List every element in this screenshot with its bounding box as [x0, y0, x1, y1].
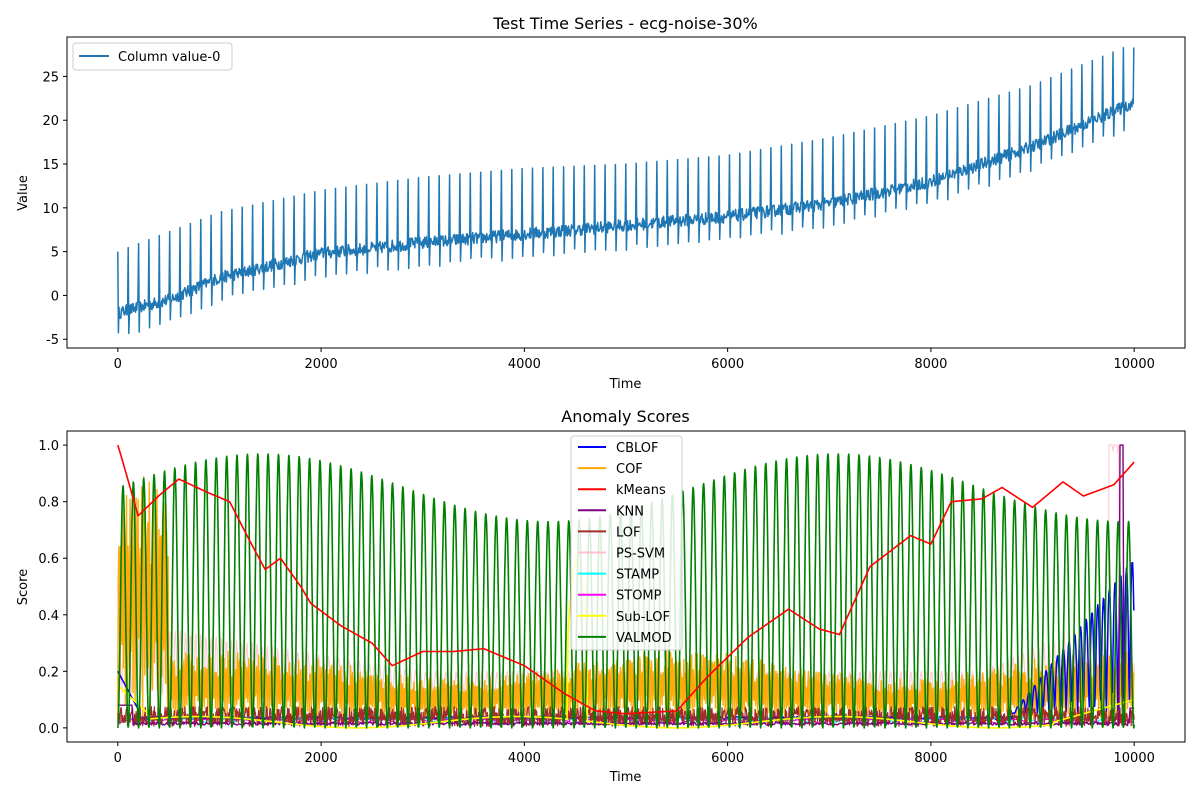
- legend-label-column-value-0: Column value-0: [118, 50, 220, 65]
- y-tick-label-bottom: 0.4: [38, 609, 59, 624]
- y-tick-label-top: 15: [42, 158, 59, 173]
- y-tick-label-bottom: 0.8: [38, 496, 59, 511]
- series-line-valmod: [117, 453, 1135, 729]
- axes-frame-bottom: [66, 430, 1186, 743]
- x-tick-label-bottom: 6000: [711, 751, 744, 766]
- y-tick-label-top: 25: [42, 70, 59, 85]
- chart-anomaly-scores: Anomaly Scores 0 2000 4000 6000 8000 10000 0.…: [16, 407, 1186, 785]
- legend-label-stamp: STAMP: [616, 568, 659, 583]
- y-ticks-bottom: 0.0 0.2 0.4 0.6 0.8 1.0: [38, 439, 67, 737]
- x-tick-label-bottom: 8000: [914, 751, 947, 766]
- legend-top: Column value-0: [72, 42, 233, 71]
- plot-area-bottom: [117, 444, 1135, 729]
- chart-time-series: Test Time Series - ecg-noise-30% 0 2000 40…: [16, 14, 1186, 392]
- series-line-column-value-0: [117, 47, 1135, 335]
- y-ticks-top: -5 0 5 10 15 20 25: [42, 70, 67, 348]
- y-tick-label-top: 10: [42, 202, 59, 217]
- legend-label-knn: KNN: [616, 504, 644, 519]
- legend-label-cblof: CBLOF: [616, 441, 659, 456]
- legend-label-lof: LOF: [616, 525, 641, 540]
- y-tick-label-bottom: 0.0: [38, 722, 59, 737]
- x-tick-label-bottom: 10000: [1114, 751, 1155, 766]
- x-tick-label-bottom: 0: [114, 751, 122, 766]
- plot-area-top: [117, 47, 1135, 335]
- legend-label-valmod: VALMOD: [616, 631, 672, 646]
- legend-label-sub-lof: Sub-LOF: [616, 610, 670, 625]
- y-tick-label-top: 20: [42, 114, 59, 129]
- x-tick-label-top: 8000: [914, 357, 947, 372]
- x-tick-label-top: 6000: [711, 357, 744, 372]
- x-ticks-top: 0 2000 4000 6000 8000 10000: [114, 348, 1155, 372]
- legend-label-stomp: STOMP: [616, 589, 662, 604]
- y-tick-label-bottom: 0.6: [38, 552, 59, 567]
- series-line-cof: [117, 476, 1135, 721]
- y-tick-label-top: 0: [51, 289, 59, 304]
- x-tick-label-top: 10000: [1114, 357, 1155, 372]
- legend-label-ps-svm: PS-SVM: [616, 547, 665, 562]
- y-tick-label-bottom: 1.0: [38, 439, 59, 454]
- chart-title-bottom: Anomaly Scores: [561, 407, 689, 426]
- legend-bottom: CBLOF COF kMeans KNN LOF PS-SVM STAMP STOMP Sub-…: [570, 435, 683, 651]
- chart-title-top: Test Time Series - ecg-noise-30%: [492, 14, 757, 33]
- x-tick-label-top: 2000: [305, 357, 338, 372]
- x-ticks-bottom: 0 2000 4000 6000 8000 10000: [114, 742, 1155, 766]
- legend-label-cof: COF: [616, 462, 643, 477]
- x-tick-label-bottom: 4000: [508, 751, 541, 766]
- x-tick-label-bottom: 2000: [305, 751, 338, 766]
- y-tick-label-top: -5: [46, 333, 59, 348]
- x-tick-label-top: 0: [114, 357, 122, 372]
- y-axis-label-bottom: Score: [16, 569, 31, 605]
- x-tick-label-top: 4000: [508, 357, 541, 372]
- legend-label-kmeans: kMeans: [616, 483, 666, 498]
- legend-box-top: [72, 42, 233, 71]
- x-axis-label-top: Time: [609, 377, 642, 392]
- y-tick-label-top: 5: [51, 246, 59, 261]
- x-axis-label-bottom: Time: [609, 770, 642, 785]
- y-axis-label-top: Value: [16, 175, 31, 211]
- series-line-kmeans: [117, 444, 1135, 715]
- y-tick-label-bottom: 0.2: [38, 665, 59, 680]
- axes-frame-top: [66, 36, 1186, 349]
